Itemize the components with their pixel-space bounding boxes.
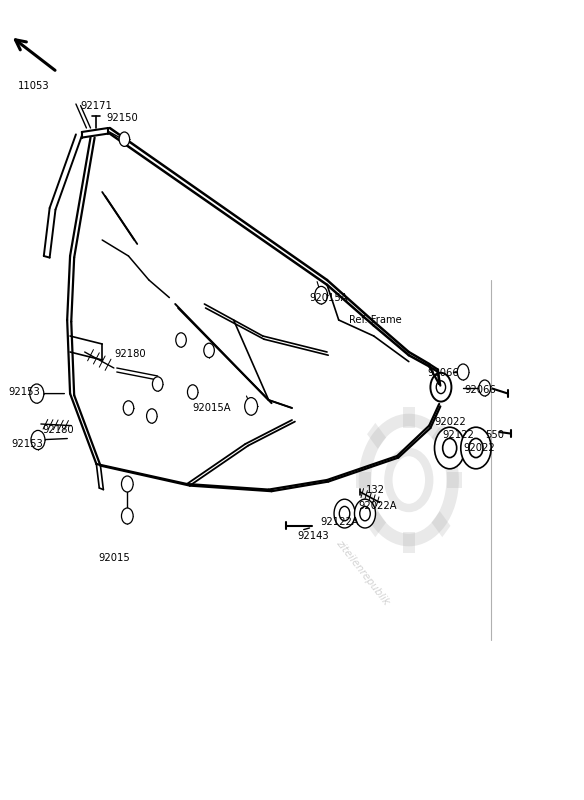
Circle shape [339,506,350,521]
Text: ziteilenrepublik: ziteilenrepublik [333,538,391,606]
Circle shape [204,343,214,358]
Text: 92022: 92022 [434,418,465,427]
Text: 92066: 92066 [427,368,459,378]
Text: 11053: 11053 [18,82,49,91]
Polygon shape [403,532,415,553]
Circle shape [360,506,370,521]
Circle shape [469,438,483,458]
Circle shape [245,398,258,415]
Circle shape [434,427,465,469]
Circle shape [121,476,133,492]
Circle shape [443,438,457,458]
Circle shape [334,499,355,528]
Text: 92180: 92180 [114,349,145,358]
Text: 92122: 92122 [443,430,475,440]
Circle shape [30,384,44,403]
Text: 92022: 92022 [463,443,495,453]
Circle shape [315,286,328,304]
Polygon shape [432,423,450,449]
Text: 550: 550 [485,430,504,440]
Text: Ref. Frame: Ref. Frame [349,315,402,325]
Polygon shape [367,511,386,537]
Circle shape [147,409,157,423]
Circle shape [123,401,134,415]
Circle shape [119,132,130,146]
Circle shape [479,380,491,396]
Text: 92015: 92015 [98,554,130,563]
Circle shape [121,508,133,524]
Circle shape [354,499,376,528]
Text: 132: 132 [366,485,385,494]
Text: 92122A: 92122A [320,517,359,526]
Polygon shape [447,472,462,488]
Text: 92153: 92153 [12,439,43,449]
Circle shape [31,430,45,450]
Text: 92015A: 92015A [310,293,348,302]
Circle shape [152,377,163,391]
Text: 92022A: 92022A [359,502,397,511]
Circle shape [176,333,186,347]
Polygon shape [432,511,450,537]
Polygon shape [403,407,415,428]
Text: 92015A: 92015A [193,403,231,413]
Circle shape [457,364,469,380]
Text: 92143: 92143 [298,531,329,541]
Text: 92180: 92180 [42,425,74,434]
Circle shape [187,385,198,399]
Text: 92153: 92153 [9,387,40,397]
Polygon shape [367,423,386,449]
Polygon shape [356,472,371,488]
Text: 92150: 92150 [106,113,138,122]
Text: 92171: 92171 [81,101,113,110]
Text: 92066: 92066 [464,386,496,395]
Circle shape [461,427,491,469]
